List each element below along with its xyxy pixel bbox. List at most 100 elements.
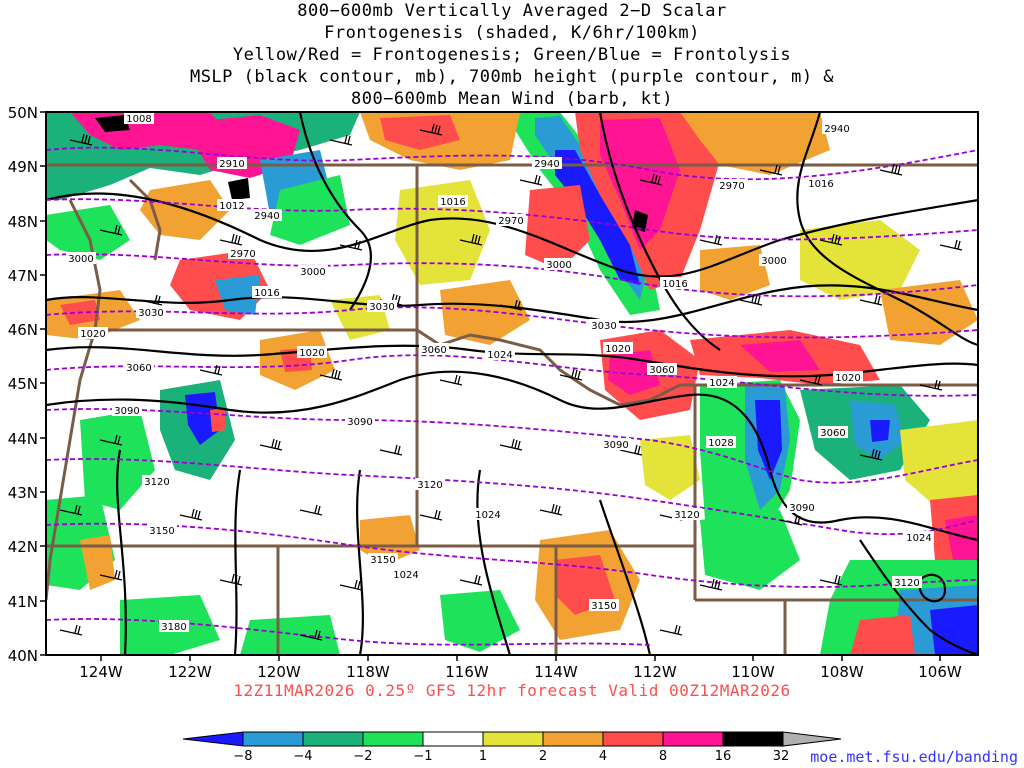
height-label: 3090 (347, 417, 372, 428)
height-label: 3180 (161, 622, 186, 633)
mslp-label: 1020 (835, 373, 860, 384)
title-line-3: Yellow/Red = Frontogenesis; Green/Blue =… (232, 45, 792, 65)
colorbar-label: 4 (599, 749, 607, 764)
mslp-label: 1024 (475, 510, 500, 521)
height-label: 3060 (649, 365, 674, 376)
title-line-5: 800−600mb Mean Wind (barb, kt) (350, 89, 674, 109)
lat-labels: 50N 49N 48N 47N 46N 45N 44N 43N 42N 41N … (8, 104, 38, 665)
mslp-label: 1012 (219, 201, 244, 212)
mslp-label: 1024 (487, 350, 512, 361)
height-label: 3150 (591, 601, 616, 612)
height-label: 3000 (546, 260, 571, 271)
lat-label: 41N (8, 593, 38, 611)
lat-label: 44N (8, 430, 38, 448)
colorbar-swatch (422, 731, 484, 747)
height-label: 3120 (674, 510, 699, 521)
mslp-label: 1008 (126, 114, 151, 125)
mslp-label: 1024 (393, 570, 418, 581)
height-label: 3150 (370, 555, 395, 566)
height-label: 3150 (149, 526, 174, 537)
colorbar-swatch (602, 731, 664, 747)
lat-label: 42N (8, 538, 38, 556)
valid-time-line: 12Z11MAR2026 0.25º GFS 12hr forecast Val… (233, 681, 791, 700)
height-label: 3030 (138, 308, 163, 319)
lat-ticks (40, 111, 46, 656)
colorbar-label: 2 (539, 749, 547, 764)
lon-label: 112W (633, 663, 677, 681)
mslp-label: 1016 (440, 197, 465, 208)
height-label: 3090 (603, 440, 628, 451)
map-title: 800−600mb Vertically Averaged 2−D Scalar… (0, 0, 1024, 110)
colorbar-label: −2 (353, 749, 372, 764)
colorbar-swatch (182, 731, 244, 747)
height-label: 3090 (789, 503, 814, 514)
title-line-1: 800−600mb Vertically Averaged 2−D Scalar (297, 1, 727, 21)
colorbar-swatch (662, 731, 724, 747)
lon-label: 110W (731, 663, 775, 681)
height-label: 2970 (498, 216, 523, 227)
height-label: 3120 (144, 477, 169, 488)
frontogenesis-shading (46, 112, 978, 655)
title-line-2: Frontogenesis (shaded, K/6hr/100km) (324, 23, 700, 43)
colorbar-swatch (302, 731, 364, 747)
height-label: 2940 (534, 159, 559, 170)
lat-label: 48N (8, 213, 38, 231)
height-label: 2940 (254, 211, 279, 222)
height-label: 3120 (894, 578, 919, 589)
lat-label: 45N (8, 375, 38, 393)
height-label: 3030 (591, 321, 616, 332)
height-label: 2970 (230, 249, 255, 260)
lon-label: 122W (168, 663, 212, 681)
colorbar-swatch (362, 731, 424, 747)
height-label: 3090 (114, 406, 139, 417)
colorbar-swatch (782, 731, 842, 747)
mslp-label: 1016 (662, 279, 687, 290)
lat-label: 46N (8, 321, 38, 339)
lat-label: 40N (8, 647, 38, 665)
mslp-label: 1016 (808, 179, 833, 190)
lon-ticks (100, 655, 941, 661)
mslp-label: 1020 (299, 348, 324, 359)
height-label: 3060 (421, 345, 446, 356)
lon-label: 116W (445, 663, 489, 681)
lat-label: 49N (8, 158, 38, 176)
lat-label: 50N (8, 104, 38, 122)
colorbar-label: −8 (233, 749, 252, 764)
colorbar-label: 8 (659, 749, 667, 764)
colorbar (182, 731, 842, 747)
mslp-label: 1016 (254, 288, 279, 299)
mslp-label: 1028 (708, 438, 733, 449)
height-label: 2940 (824, 124, 849, 135)
height-label: 2970 (719, 181, 744, 192)
colorbar-swatch (542, 731, 604, 747)
height-label: 3030 (369, 302, 394, 313)
lon-label: 124W (79, 663, 123, 681)
height-label: 3120 (417, 480, 442, 491)
mslp-label: 1020 (605, 344, 630, 355)
credit-link[interactable]: moe.met.fsu.edu/banding (810, 748, 1018, 766)
mslp-label: 1024 (906, 533, 931, 544)
lon-label: 108W (820, 663, 864, 681)
height-label: 3000 (68, 254, 93, 265)
mslp-label: 1024 (709, 378, 734, 389)
colorbar-swatch (242, 731, 304, 747)
mslp-label: 1020 (80, 329, 105, 340)
lat-label: 47N (8, 267, 38, 285)
colorbar-label: 16 (715, 749, 732, 764)
colorbar-label: 32 (773, 749, 790, 764)
lon-label: 120W (257, 663, 301, 681)
colorbar-label: −1 (413, 749, 432, 764)
lat-label: 43N (8, 484, 38, 502)
lon-label: 114W (534, 663, 578, 681)
lon-labels: 124W 122W 120W 118W 116W 114W 112W 110W … (79, 663, 962, 681)
title-line-4: MSLP (black contour, mb), 700mb height (… (189, 67, 835, 87)
colorbar-swatch (482, 731, 544, 747)
lon-label: 106W (918, 663, 962, 681)
colorbar-label: 1 (479, 749, 487, 764)
height-label: 3000 (761, 256, 786, 267)
colorbar-label: −4 (293, 749, 312, 764)
colorbar-swatch (722, 731, 784, 747)
height-label: 3060 (820, 428, 845, 439)
contour-labels: 1008 1012 1016 1016 1016 1016 1020 1020 … (66, 112, 934, 633)
